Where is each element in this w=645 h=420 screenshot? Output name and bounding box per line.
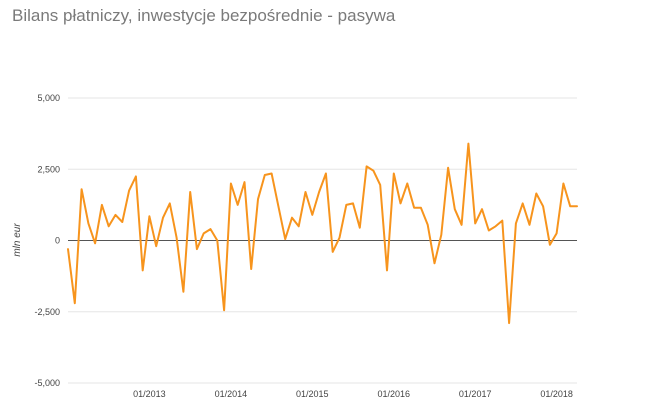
x-tick-label: 01/2014 [215, 389, 248, 399]
y-axis-title: mln eur [12, 223, 23, 257]
x-axis-ticks: 01/2013 01/2014 01/2015 01/2016 01/2017 01/20… [133, 389, 573, 399]
y-tick-label: -5,000 [34, 378, 60, 388]
y-tick-label: -2,500 [34, 307, 60, 317]
series-layer [67, 142, 578, 325]
x-tick-label: 01/2013 [133, 389, 166, 399]
grid-lines [68, 97, 577, 384]
x-tick-label: 01/2017 [459, 389, 492, 399]
y-tick-label: 5,000 [37, 93, 60, 103]
x-tick-label: 01/2018 [540, 389, 573, 399]
y-tick-label: 0 [55, 236, 60, 246]
x-tick-label: 01/2015 [296, 389, 329, 399]
y-axis-ticks: 5,000 2,500 0 -2,500 -5,000 [34, 93, 60, 388]
x-tick-label: 01/2016 [377, 389, 410, 399]
series-line [67, 142, 578, 325]
y-tick-label: 2,500 [37, 164, 60, 174]
chart-title: Bilans płatniczy, inwestycje bezpośredni… [12, 6, 396, 25]
